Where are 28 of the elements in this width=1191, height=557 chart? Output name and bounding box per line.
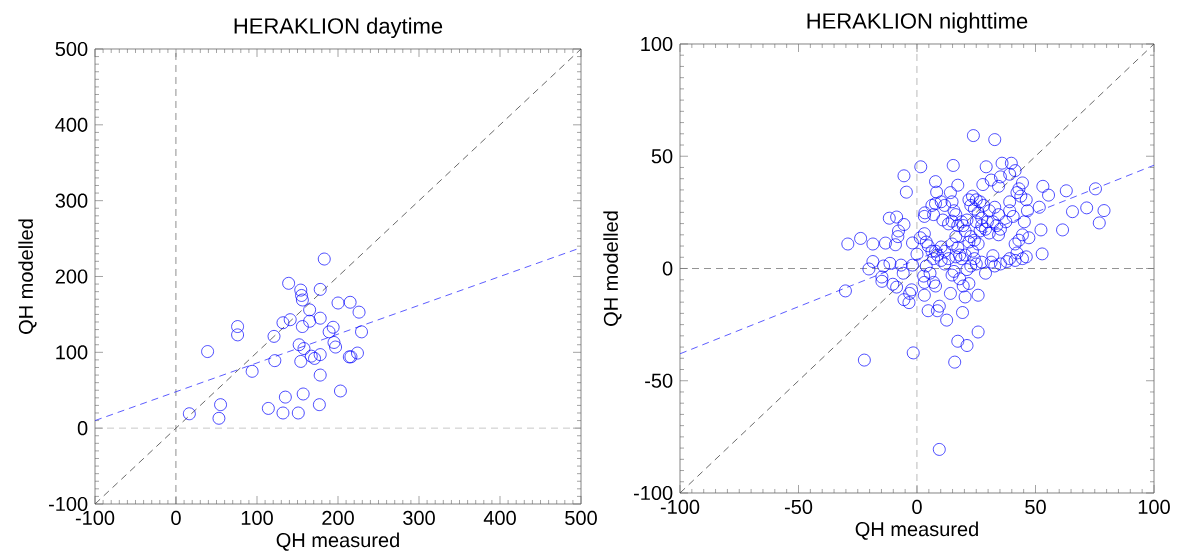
y-tick-label: 200	[55, 269, 88, 284]
x-tick-label: -50	[784, 499, 813, 514]
chart-title: HERAKLION nighttime	[807, 12, 1028, 33]
x-axis-title: QH measured	[855, 521, 978, 540]
x-axis-title: QH measured	[276, 532, 399, 551]
x-tick-label: 100	[1138, 499, 1170, 514]
x-tick-label: 300	[403, 510, 435, 525]
y-tick-label: 50	[651, 148, 673, 164]
y-tick-label: 300	[55, 193, 88, 208]
y-tick-label: 500	[55, 41, 88, 56]
y-tick-label: -100	[634, 485, 673, 500]
y-tick-label: 0	[77, 420, 88, 435]
y-tick-label: 0	[662, 261, 673, 276]
x-tick-label: 500	[565, 510, 597, 525]
y-tick-label: 400	[55, 117, 88, 132]
y-tick-label: -50	[645, 373, 673, 388]
y-axis-title: QH modelled	[603, 211, 622, 326]
x-tick-label: 50	[1025, 499, 1046, 514]
y-tick-label: 100	[56, 345, 88, 360]
x-tick-label: 0	[171, 510, 181, 525]
x-tick-label: 400	[483, 510, 516, 525]
x-tick-label: -100	[75, 510, 115, 525]
x-tick-label: 200	[322, 510, 354, 525]
y-axis-title: QH modelled	[18, 219, 37, 334]
chart-title: HERAKLION daytime	[234, 17, 443, 38]
x-tick-label: 100	[241, 510, 273, 525]
x-tick-label: 0	[912, 499, 922, 514]
y-tick-label: 100	[641, 36, 673, 51]
